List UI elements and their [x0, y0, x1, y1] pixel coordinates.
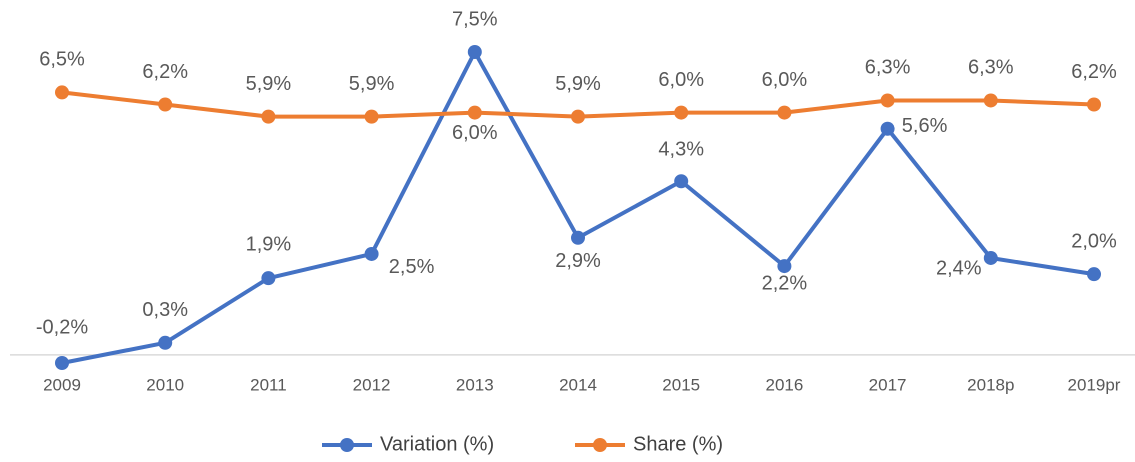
- point: [261, 271, 276, 286]
- data-label: 4,3%: [658, 139, 704, 161]
- data-label: 1,9%: [246, 233, 292, 255]
- x-tick-label: 2014: [559, 375, 597, 394]
- data-label: 6,2%: [142, 61, 188, 83]
- point: [983, 250, 998, 265]
- data-label: 0,3%: [142, 299, 188, 321]
- point: [158, 335, 173, 350]
- x-tick-label: 2015: [662, 375, 700, 394]
- x-tick-label: 2013: [456, 375, 494, 394]
- legend-label: Variation (%): [380, 433, 494, 455]
- point: [467, 45, 482, 59]
- data-label: 5,9%: [349, 73, 395, 95]
- data-label: 6,0%: [762, 69, 808, 91]
- point: [1087, 267, 1101, 282]
- point: [1087, 97, 1101, 112]
- point: [364, 109, 379, 124]
- x-tick-label: 2016: [765, 375, 803, 394]
- point: [880, 121, 895, 136]
- point: [983, 93, 998, 108]
- point: [880, 93, 895, 108]
- data-label: 6,2%: [1071, 61, 1117, 83]
- data-label: 5,9%: [246, 73, 292, 95]
- data-label: 6,0%: [658, 69, 704, 91]
- x-tick-label: 2010: [146, 375, 184, 394]
- x-tick-label: 2012: [353, 375, 391, 394]
- data-label: 2,2%: [762, 272, 808, 294]
- point: [777, 259, 792, 274]
- data-label: 5,6%: [902, 115, 948, 137]
- data-label: -0,2%: [36, 316, 88, 338]
- data-label: 2,5%: [389, 256, 435, 278]
- x-tick-label: 2009: [43, 375, 81, 394]
- x-tick-label: 2019pr: [1068, 375, 1121, 394]
- data-label: 6,5%: [39, 49, 85, 71]
- x-tick-label: 2018p: [967, 375, 1014, 394]
- legend-marker: [593, 438, 607, 452]
- point: [777, 105, 792, 120]
- x-tick-label: 2011: [250, 375, 287, 394]
- data-label: 7,5%: [452, 8, 498, 30]
- point: [467, 105, 482, 120]
- point: [674, 174, 689, 189]
- point: [55, 356, 69, 370]
- data-label: 2,4%: [936, 257, 982, 279]
- point: [364, 246, 379, 261]
- legend-marker: [340, 438, 354, 452]
- x-tick-label: 2017: [869, 375, 907, 394]
- point: [55, 85, 69, 100]
- data-label: 2,9%: [555, 250, 601, 272]
- point: [571, 109, 585, 124]
- point: [674, 105, 689, 120]
- data-label: 6,3%: [865, 57, 911, 79]
- point: [261, 109, 276, 124]
- point: [158, 97, 173, 112]
- point: [571, 230, 585, 245]
- legend-label: Share (%): [633, 433, 723, 455]
- data-label: 5,9%: [555, 73, 601, 95]
- data-label: 6,0%: [452, 122, 498, 144]
- data-label: 2,0%: [1071, 230, 1117, 252]
- data-label: 6,3%: [968, 57, 1014, 79]
